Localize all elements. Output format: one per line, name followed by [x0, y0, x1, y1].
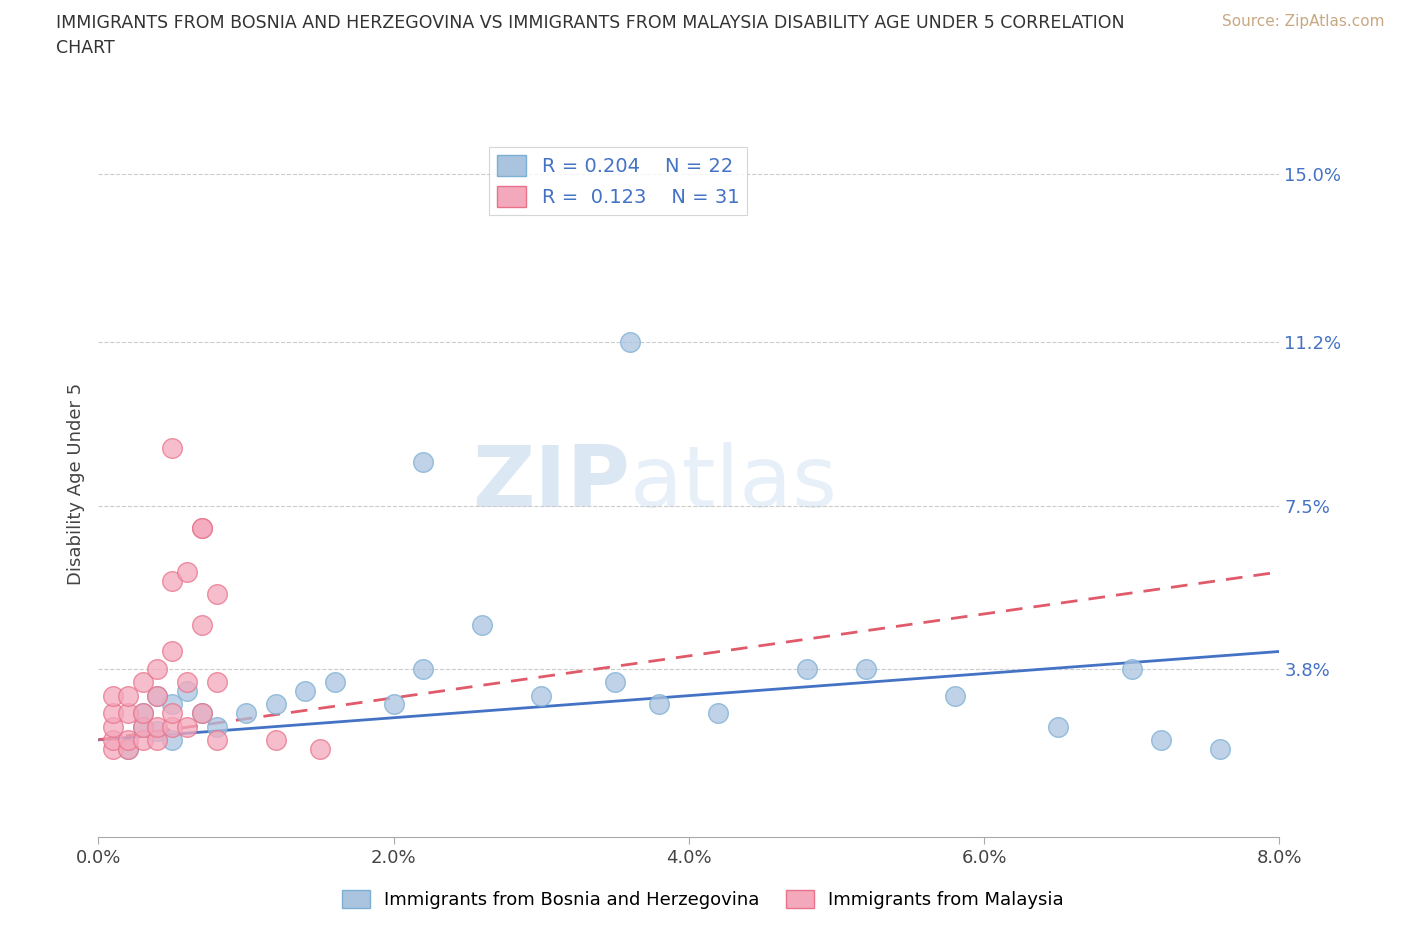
- Point: [132, 706, 155, 721]
- Point: [707, 706, 730, 721]
- Point: [176, 565, 198, 579]
- Point: [943, 688, 966, 703]
- Point: [1046, 719, 1070, 734]
- Text: IMMIGRANTS FROM BOSNIA AND HERZEGOVINA VS IMMIGRANTS FROM MALAYSIA DISABILITY AG: IMMIGRANTS FROM BOSNIA AND HERZEGOVINA V…: [56, 14, 1125, 57]
- Point: [103, 706, 125, 721]
- Point: [132, 719, 155, 734]
- Point: [264, 698, 287, 712]
- Point: [191, 706, 214, 721]
- Point: [146, 688, 169, 703]
- Point: [146, 688, 169, 703]
- Point: [176, 675, 198, 690]
- Point: [648, 698, 671, 712]
- Point: [132, 719, 155, 734]
- Point: [412, 662, 434, 677]
- Point: [146, 724, 169, 738]
- Point: [103, 719, 125, 734]
- Point: [132, 733, 155, 748]
- Point: [162, 733, 183, 748]
- Point: [855, 662, 877, 677]
- Point: [162, 573, 183, 589]
- Point: [176, 719, 198, 734]
- Point: [309, 741, 332, 756]
- Point: [117, 706, 139, 721]
- Point: [382, 698, 405, 712]
- Point: [162, 698, 183, 712]
- Point: [162, 706, 183, 721]
- Point: [471, 618, 494, 632]
- Point: [162, 719, 183, 734]
- Point: [191, 521, 214, 536]
- Point: [117, 688, 139, 703]
- Legend: Immigrants from Bosnia and Herzegovina, Immigrants from Malaysia: Immigrants from Bosnia and Herzegovina, …: [335, 883, 1071, 916]
- Point: [205, 733, 228, 748]
- Point: [103, 688, 125, 703]
- Point: [132, 706, 155, 721]
- Point: [103, 741, 125, 756]
- Point: [294, 684, 316, 698]
- Point: [146, 662, 169, 677]
- Point: [117, 741, 139, 756]
- Point: [530, 688, 553, 703]
- Point: [162, 644, 183, 658]
- Point: [1150, 733, 1173, 748]
- Point: [235, 706, 257, 721]
- Point: [323, 675, 346, 690]
- Point: [146, 733, 169, 748]
- Point: [117, 741, 139, 756]
- Point: [191, 618, 214, 632]
- Point: [191, 706, 214, 721]
- Point: [191, 521, 214, 536]
- Point: [796, 662, 818, 677]
- Point: [1209, 741, 1232, 756]
- Point: [619, 335, 641, 350]
- Y-axis label: Disability Age Under 5: Disability Age Under 5: [66, 382, 84, 585]
- Point: [103, 733, 125, 748]
- Point: [205, 587, 228, 602]
- Point: [117, 733, 139, 748]
- Point: [205, 719, 228, 734]
- Text: ZIP: ZIP: [472, 442, 630, 525]
- Point: [176, 684, 198, 698]
- Point: [264, 733, 287, 748]
- Point: [132, 675, 155, 690]
- Point: [605, 675, 627, 690]
- Point: [146, 719, 169, 734]
- Text: Source: ZipAtlas.com: Source: ZipAtlas.com: [1222, 14, 1385, 29]
- Point: [412, 454, 434, 469]
- Point: [205, 675, 228, 690]
- Legend: R = 0.204    N = 22, R =  0.123    N = 31: R = 0.204 N = 22, R = 0.123 N = 31: [489, 147, 747, 215]
- Text: atlas: atlas: [630, 442, 838, 525]
- Point: [162, 441, 183, 456]
- Point: [1121, 662, 1143, 677]
